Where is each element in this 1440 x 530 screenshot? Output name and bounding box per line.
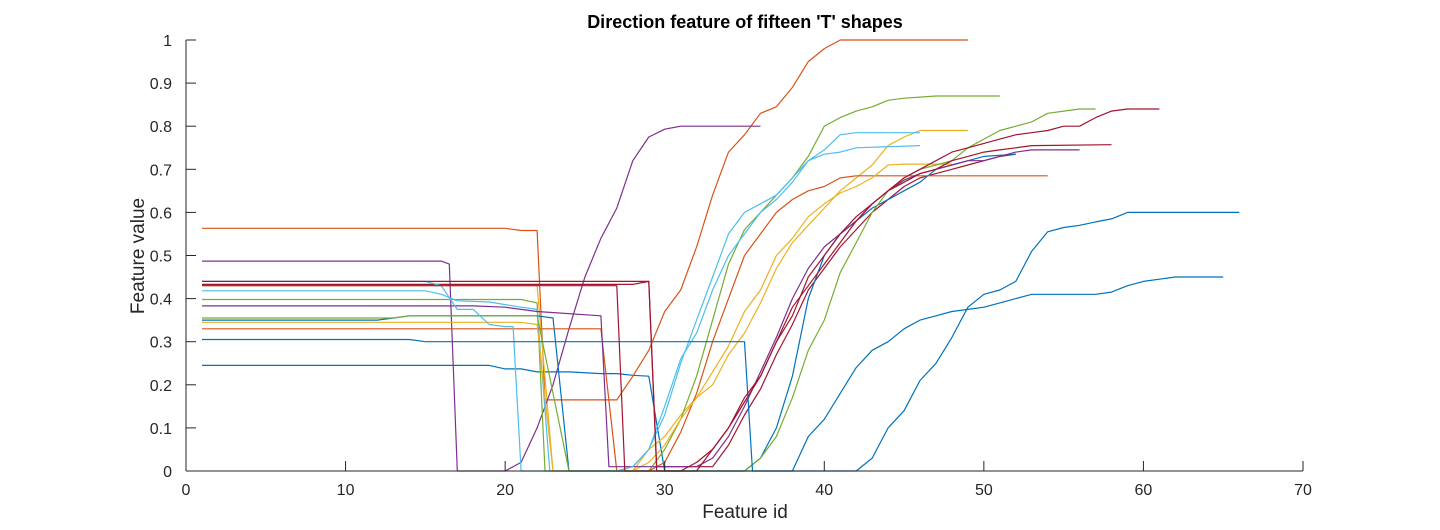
x-tick-label: 30 [656, 482, 674, 499]
series-line-16 [202, 108, 1160, 472]
x-axis-label: Feature id [702, 502, 788, 523]
y-tick-label: 0 [163, 464, 172, 481]
y-tick-label: 0.2 [150, 378, 172, 395]
series-line-2 [202, 39, 968, 401]
ticks-layer: 0 10 20 30 40 50 60 70 0 0.1 0.2 0.3 0.4 0.5 0.6 0.7 0.8… [150, 33, 1312, 499]
y-tick-label: 0.4 [150, 292, 172, 309]
series-line-5 [202, 95, 1000, 472]
x-tick-label: 50 [975, 482, 993, 499]
y-tick-label: 0.9 [150, 76, 172, 93]
y-tick-label: 0.3 [150, 335, 172, 352]
x-tick-label: 60 [1135, 482, 1153, 499]
series-line-8 [202, 153, 1016, 472]
y-tick-label: 0.7 [150, 162, 172, 179]
series-line-1 [202, 211, 1240, 472]
y-tick-label: 0.5 [150, 249, 172, 266]
x-tick-label: 70 [1294, 482, 1312, 499]
series-line-11 [202, 149, 1080, 468]
y-tick-label: 0.1 [150, 421, 172, 438]
y-tick-label: 0.8 [150, 119, 172, 136]
series-line-13 [202, 145, 921, 472]
series-line-6 [202, 132, 920, 472]
series-line-9 [202, 175, 1048, 472]
series-line-7 [202, 153, 1016, 468]
y-tick-label: 1 [163, 33, 172, 50]
series-layer [202, 39, 1240, 472]
series-line-12 [202, 108, 1096, 472]
x-tick-label: 10 [337, 482, 355, 499]
x-tick-label: 20 [496, 482, 514, 499]
series-line-3 [202, 129, 968, 472]
y-tick-label: 0.6 [150, 205, 172, 222]
chart-title: Direction feature of fifteen 'T' shapes [587, 12, 903, 32]
series-line-4 [202, 125, 761, 472]
x-tick-label: 40 [815, 482, 833, 499]
y-axis-label: Feature value [128, 198, 149, 314]
x-tick-label: 0 [182, 482, 191, 499]
